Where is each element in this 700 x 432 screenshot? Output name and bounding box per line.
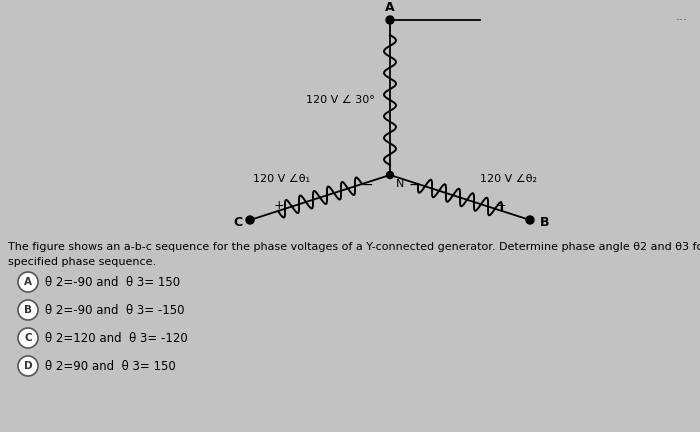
Circle shape bbox=[18, 356, 38, 376]
Text: ...: ... bbox=[676, 10, 688, 23]
Circle shape bbox=[526, 216, 534, 224]
Text: C: C bbox=[25, 333, 32, 343]
Text: The figure shows an a-b-c sequence for the phase voltages of a Y-connected gener: The figure shows an a-b-c sequence for t… bbox=[8, 242, 700, 252]
Circle shape bbox=[18, 272, 38, 292]
Text: B: B bbox=[24, 305, 32, 315]
Text: A: A bbox=[24, 277, 32, 287]
Text: θ 2=-90 and  θ 3= 150: θ 2=-90 and θ 3= 150 bbox=[45, 276, 180, 289]
Text: 120 V ∠θ₁: 120 V ∠θ₁ bbox=[253, 174, 310, 184]
Circle shape bbox=[18, 300, 38, 320]
Text: −: − bbox=[361, 178, 373, 191]
Text: C: C bbox=[233, 216, 242, 229]
Text: +: + bbox=[274, 199, 284, 212]
Text: θ 2=120 and  θ 3= -120: θ 2=120 and θ 3= -120 bbox=[45, 331, 188, 344]
Text: A: A bbox=[385, 1, 395, 14]
Text: specified phase sequence.: specified phase sequence. bbox=[8, 257, 156, 267]
Text: D: D bbox=[24, 361, 32, 371]
Text: 120 V ∠θ₂: 120 V ∠θ₂ bbox=[480, 174, 537, 184]
Text: θ 2=-90 and  θ 3= -150: θ 2=-90 and θ 3= -150 bbox=[45, 304, 185, 317]
Circle shape bbox=[246, 216, 254, 224]
Text: θ 2=90 and  θ 3= 150: θ 2=90 and θ 3= 150 bbox=[45, 359, 176, 372]
Text: N: N bbox=[396, 179, 405, 189]
Circle shape bbox=[386, 16, 394, 24]
Text: B: B bbox=[540, 216, 550, 229]
Text: −: − bbox=[409, 178, 421, 191]
Circle shape bbox=[386, 172, 393, 178]
Text: 120 V ∠ 30°: 120 V ∠ 30° bbox=[307, 95, 375, 105]
Text: +: + bbox=[496, 199, 506, 212]
Circle shape bbox=[18, 328, 38, 348]
